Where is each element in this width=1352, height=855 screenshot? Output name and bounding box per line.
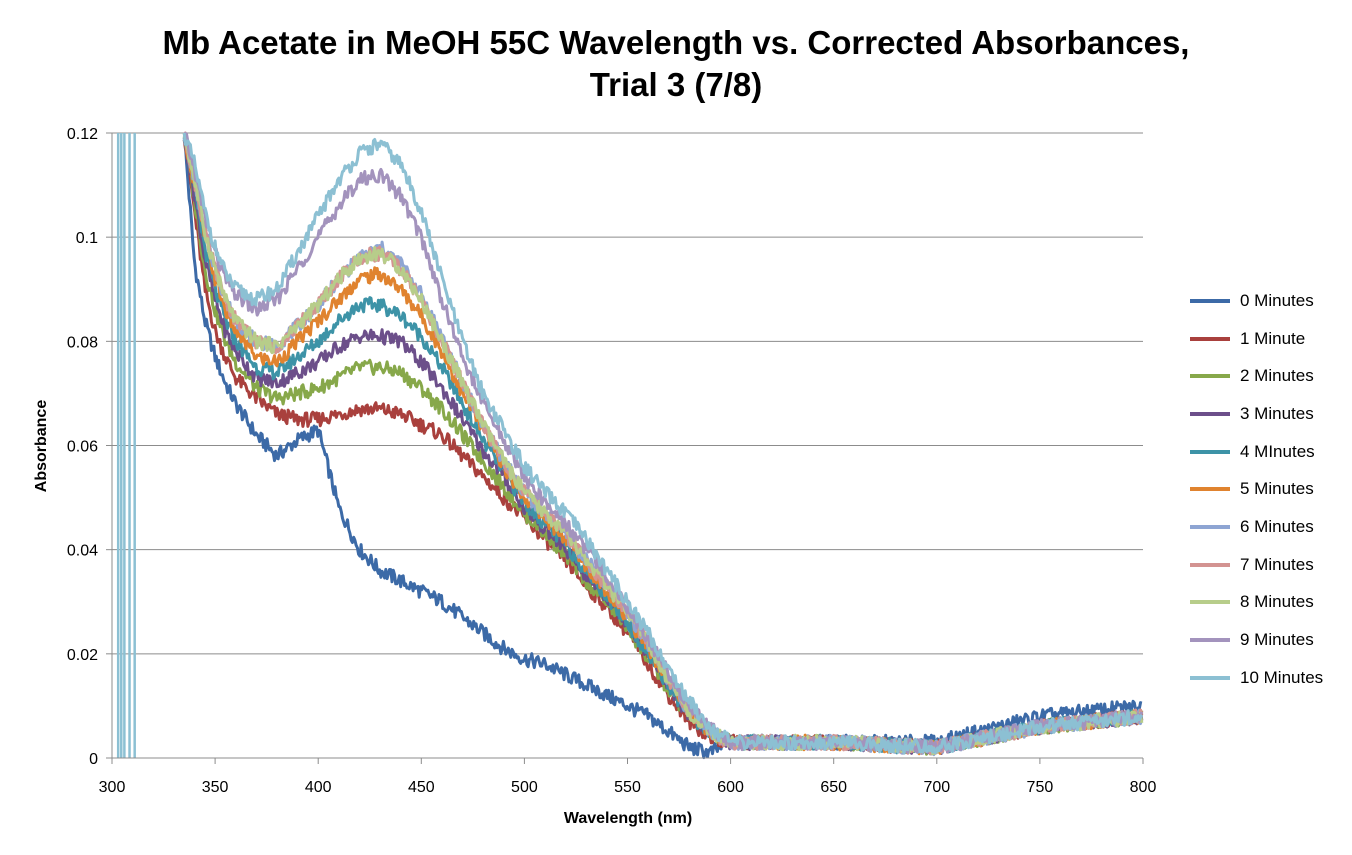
y-tick-label: 0 [89,751,98,768]
legend-item: 9 Minutes [1190,621,1350,659]
legend-swatch [1190,638,1230,643]
legend-swatch [1190,374,1230,379]
legend-label: 9 Minutes [1240,630,1314,650]
x-tick-label: 300 [99,779,126,796]
legend-swatch [1190,600,1230,605]
y-tick-label: 0.02 [67,647,98,664]
legend-swatch [1190,449,1230,454]
y-tick-label: 0.12 [67,126,98,143]
x-tick-label: 550 [614,779,641,796]
legend-swatch [1190,411,1230,416]
x-tick-label: 500 [511,779,538,796]
legend-item: 3 Minutes [1190,395,1350,433]
legend-label: 7 Minutes [1240,554,1314,574]
legend-label: 8 Minutes [1240,592,1314,612]
series-line-10 [182,132,1144,755]
legend-label: 5 Minutes [1240,479,1314,499]
x-tick-labels: 300 350 400 450 500 550 600 650 700 750 800 [99,779,1157,796]
legend-swatch [1190,524,1230,529]
y-tick-label: 0.1 [76,230,98,247]
legend-label: 3 Minutes [1240,403,1314,423]
legend-label: 4 MInutes [1240,441,1315,461]
chart-title-line-2: Trial 3 (7/8) [589,66,763,103]
legend-swatch [1190,336,1230,341]
legend-label: 1 Minute [1240,328,1306,348]
legend-item: 2 Minutes [1190,357,1350,395]
legend: 0 Minutes 1 Minute 2 Minutes 3 Minutes 4 MIn… [1190,282,1350,697]
legend-label: 2 Minutes [1240,366,1314,386]
x-tick-label: 350 [202,779,229,796]
axes [106,132,1144,764]
legend-item: 7 Minutes [1190,546,1350,584]
y-tick-label: 0.04 [67,543,98,560]
series-lines [182,131,1144,760]
low-wavelength-spikes [116,133,136,758]
legend-swatch [1190,487,1230,492]
x-axis-label: Wavelength (nm) [564,810,692,827]
legend-label: 0 Minutes [1240,290,1314,310]
gridlines [112,132,1143,655]
x-tick-label: 800 [1130,779,1157,796]
legend-swatch [1190,675,1230,680]
x-tick-label: 750 [1027,779,1054,796]
legend-item: 4 MInutes [1190,433,1350,471]
legend-item: 10 Minutes [1190,659,1350,697]
y-tick-labels: 0 0.02 0.04 0.06 0.08 0.1 0.12 [67,126,98,768]
legend-label: 6 Minutes [1240,516,1314,536]
y-tick-label: 0.06 [67,439,98,456]
legend-swatch [1190,562,1230,567]
legend-item: 5 Minutes [1190,470,1350,508]
chart-title-line-1: Mb Acetate in MeOH 55C Wavelength vs. Co… [162,24,1190,61]
x-tick-label: 600 [717,779,744,796]
legend-item: 8 Minutes [1190,584,1350,622]
legend-item: 0 Minutes [1190,282,1350,320]
x-tick-label: 700 [923,779,950,796]
x-tick-label: 450 [408,779,435,796]
y-axis-label: Absorbance [33,400,50,493]
legend-label: 10 Minutes [1240,667,1324,687]
legend-item: 1 Minute [1190,320,1350,358]
y-tick-label: 0.08 [67,334,98,351]
x-tick-label: 650 [820,779,847,796]
legend-item: 6 Minutes [1190,508,1350,546]
legend-swatch [1190,298,1230,303]
chart-title: Mb Acetate in MeOH 55C Wavelength vs. Co… [0,22,1352,106]
x-tick-label: 400 [305,779,332,796]
